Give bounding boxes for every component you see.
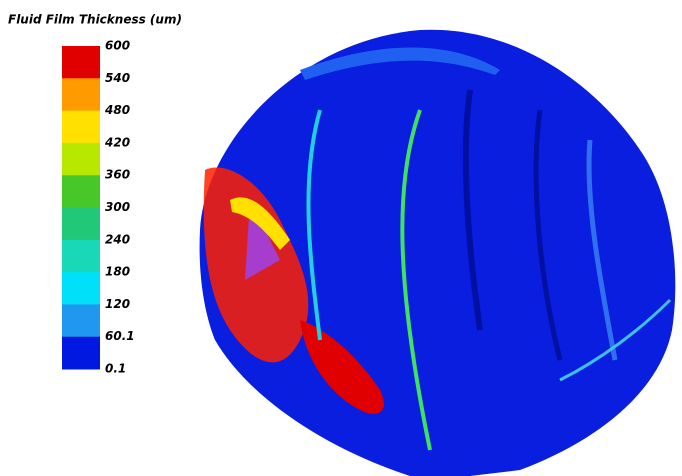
legend-label: 0.1 — [105, 362, 126, 376]
color-band — [62, 240, 100, 273]
color-band — [62, 337, 100, 370]
legend-label: 180 — [105, 265, 130, 279]
legend: 600 540 480 420 360 300 240 180 120 60.1 0.1 — [62, 39, 135, 376]
page: Fluid Film Thickness (um) 600 540 480 420 36… — [0, 0, 682, 476]
color-band — [62, 175, 100, 208]
legend-label: 480 — [104, 103, 130, 117]
screenshot: Fluid Film Thickness (um) 600 540 480 420 36… — [0, 0, 682, 476]
color-band — [62, 208, 100, 241]
legend-label: 540 — [105, 71, 130, 85]
legend-label: 420 — [104, 135, 130, 149]
legend-title: Fluid Film Thickness (um) — [8, 13, 182, 27]
color-band — [62, 304, 100, 337]
legend-label: 60.1 — [105, 329, 135, 343]
legend-label: 240 — [105, 232, 130, 246]
legend-label: 120 — [105, 297, 130, 311]
simulation-render — [200, 30, 676, 476]
legend-label: 600 — [105, 39, 130, 53]
color-band — [62, 143, 100, 176]
color-band — [62, 272, 100, 305]
color-band — [62, 78, 100, 111]
legend-label: 360 — [105, 168, 130, 182]
color-band — [62, 46, 100, 79]
color-band — [62, 111, 100, 144]
legend-label: 300 — [105, 200, 130, 214]
